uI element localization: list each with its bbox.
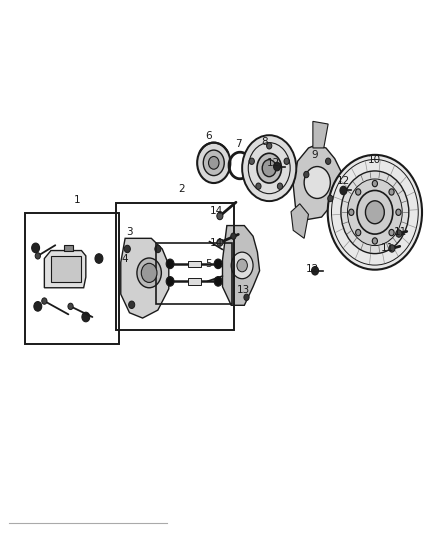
Circle shape [396,209,401,215]
Circle shape [328,155,422,270]
Circle shape [365,201,384,224]
Text: 6: 6 [205,131,212,141]
Circle shape [141,263,157,282]
Circle shape [328,195,333,201]
Text: 12: 12 [306,264,319,274]
Circle shape [372,180,378,187]
Circle shape [277,183,283,189]
Circle shape [389,229,394,236]
Circle shape [396,230,402,237]
Circle shape [231,252,253,279]
Circle shape [356,189,361,195]
Circle shape [347,179,402,246]
Circle shape [357,190,393,234]
Circle shape [95,254,103,263]
Circle shape [137,258,161,288]
Circle shape [389,245,395,252]
Circle shape [197,143,230,183]
Circle shape [42,298,47,304]
Circle shape [242,135,296,201]
Text: 2: 2 [179,184,185,195]
Bar [117,203,234,330]
Circle shape [274,163,281,171]
Circle shape [262,160,276,176]
Bar [155,243,232,304]
Circle shape [311,266,318,275]
Polygon shape [293,146,341,220]
Circle shape [129,301,135,309]
Bar [25,213,119,344]
Circle shape [340,186,347,195]
Circle shape [237,259,247,272]
Text: 12: 12 [337,176,350,187]
Text: 3: 3 [126,227,133,237]
Circle shape [32,243,39,253]
Text: 5: 5 [205,259,212,269]
Polygon shape [44,251,86,288]
Text: 13: 13 [237,286,250,295]
Polygon shape [313,122,328,148]
Polygon shape [223,225,260,305]
Circle shape [284,158,289,165]
Circle shape [217,212,223,220]
Circle shape [231,233,236,239]
Circle shape [341,171,409,254]
Text: 8: 8 [261,136,268,147]
Circle shape [372,238,378,244]
Circle shape [256,183,261,189]
Circle shape [208,157,219,169]
Circle shape [166,259,174,269]
Circle shape [304,171,309,177]
Text: 14: 14 [210,206,223,216]
Circle shape [35,253,40,259]
Circle shape [166,277,174,286]
Circle shape [356,229,361,236]
Circle shape [124,245,131,253]
Circle shape [155,245,161,253]
Circle shape [82,312,90,322]
Circle shape [214,277,222,286]
Circle shape [389,189,394,195]
Text: 12: 12 [267,158,280,168]
Text: 11: 11 [381,243,394,253]
Text: 1: 1 [74,195,81,205]
Circle shape [267,143,272,149]
Polygon shape [64,245,73,251]
Text: 14: 14 [210,238,223,247]
Circle shape [257,154,282,183]
Circle shape [214,259,222,269]
Bar [187,261,201,267]
Bar [187,278,201,285]
Circle shape [68,303,73,310]
Text: 4: 4 [122,254,128,263]
Circle shape [249,158,254,165]
Polygon shape [121,238,169,318]
Circle shape [217,239,223,246]
Polygon shape [51,256,81,282]
Text: 11: 11 [394,227,407,237]
Text: 10: 10 [367,155,381,165]
Circle shape [34,302,42,311]
Circle shape [203,150,224,175]
Text: 9: 9 [312,150,318,160]
Polygon shape [291,204,308,238]
Circle shape [244,294,249,301]
Text: 7: 7 [235,139,242,149]
Circle shape [325,158,331,165]
Circle shape [304,166,330,198]
Circle shape [349,209,354,215]
